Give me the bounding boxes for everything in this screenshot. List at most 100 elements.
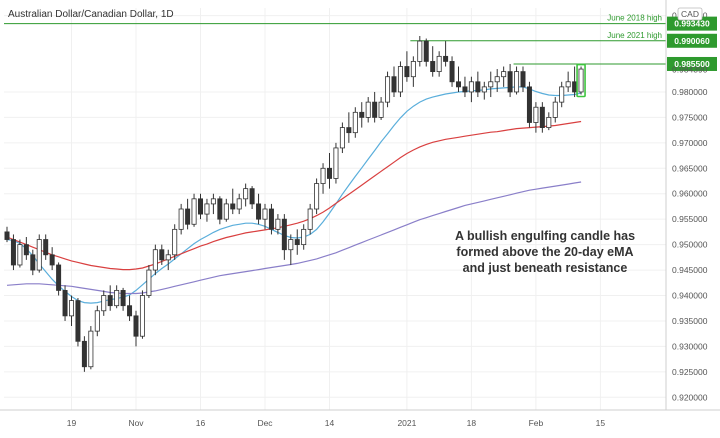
moving-average-line (6, 181, 582, 295)
candle (565, 71, 571, 92)
candle-body (372, 101, 378, 118)
candle (533, 102, 539, 133)
candle-body (572, 81, 578, 93)
price-box-bg (667, 33, 717, 48)
x-tick-label: 19 (67, 418, 77, 428)
chart-title: Australian Dollar/Canadian Dollar, 1D (8, 9, 174, 20)
candle (455, 66, 461, 92)
price-box-label: 0.985500 (674, 59, 710, 69)
x-tick-label: 2021 (397, 418, 416, 428)
candle (114, 285, 120, 309)
current-price-label: 0.984390 (672, 65, 708, 75)
candle-body (281, 218, 287, 251)
candle (301, 224, 307, 250)
candle-body (565, 81, 571, 88)
candle (449, 56, 455, 87)
candle-body (146, 269, 152, 296)
candle (107, 285, 113, 311)
candle-body (397, 66, 403, 93)
candle (172, 224, 178, 260)
candle (526, 81, 532, 128)
candle-body (243, 188, 249, 200)
candle-body (36, 239, 42, 271)
candle-body (320, 167, 326, 184)
candle (352, 107, 358, 138)
candle-body (223, 203, 229, 220)
candle-body (404, 66, 410, 78)
candle-body (23, 244, 29, 256)
candle (546, 112, 552, 131)
candle (236, 193, 242, 215)
price-box-label: 0.990060 (674, 36, 710, 46)
candle (385, 71, 391, 108)
price-box: 0.985500 (667, 56, 717, 71)
candle-body (417, 40, 423, 62)
candle-body (107, 295, 113, 307)
candle (159, 244, 165, 265)
candle-body (210, 198, 216, 205)
candle (133, 310, 139, 347)
candle-body (326, 167, 332, 179)
candle-body (385, 76, 391, 103)
candle (294, 229, 300, 255)
candle (333, 142, 339, 184)
y-tick-label: 0.950000 (672, 240, 708, 250)
y-tick-label: 0.940000 (672, 291, 708, 301)
candle (210, 193, 216, 215)
candle-body (191, 198, 197, 225)
candle-body (178, 208, 184, 230)
x-tick-label: 14 (325, 418, 335, 428)
candle-body (139, 295, 145, 337)
moving-average-line (6, 120, 582, 271)
candle-body (578, 68, 584, 93)
engulfing-candle-highlight (576, 63, 586, 98)
candle (49, 247, 55, 271)
candle-body (552, 101, 558, 118)
y-tick-label: 0.925000 (672, 367, 708, 377)
candle (249, 186, 255, 209)
x-tick-label: Feb (529, 418, 544, 428)
y-tick-label: 0.945000 (672, 265, 708, 275)
x-tick-label: Nov (128, 418, 144, 428)
y-tick-label: 0.960000 (672, 189, 708, 199)
candle (307, 203, 313, 235)
candle (120, 287, 126, 311)
candle (204, 198, 210, 222)
y-tick-label: 0.955000 (672, 214, 708, 224)
candle (165, 249, 171, 271)
candle-body (81, 340, 87, 368)
candle-body (475, 81, 481, 93)
candle-body (346, 127, 352, 134)
candle (243, 183, 249, 207)
candle-body (533, 106, 539, 123)
annotation-line-3: and just beneath resistance (463, 261, 628, 275)
candle (346, 112, 352, 143)
candle-body (314, 183, 320, 210)
candle-body (275, 218, 281, 230)
candle-body (410, 61, 416, 78)
candle-body (268, 208, 274, 230)
candle-body (185, 208, 191, 225)
candle-body (256, 203, 262, 220)
candle (314, 178, 320, 215)
candle-body (481, 86, 487, 93)
candle (43, 234, 49, 260)
candle-body (352, 111, 358, 134)
candle-body (301, 228, 307, 246)
candle (223, 198, 229, 222)
y-tick-label: 0.980000 (672, 87, 708, 97)
resistance-levels: June 2018 high June 2021 high (4, 14, 666, 65)
candle (359, 102, 365, 128)
candle (404, 51, 410, 82)
candle (178, 203, 184, 235)
candle (62, 285, 68, 321)
candle-body (294, 239, 300, 246)
candle (4, 226, 10, 243)
candle-body (514, 71, 520, 93)
candle-body (152, 249, 158, 271)
y-tick-label: 0.935000 (672, 316, 708, 326)
candle-body (217, 198, 223, 220)
candle (462, 76, 468, 98)
candle (230, 188, 236, 215)
candle (262, 203, 268, 230)
